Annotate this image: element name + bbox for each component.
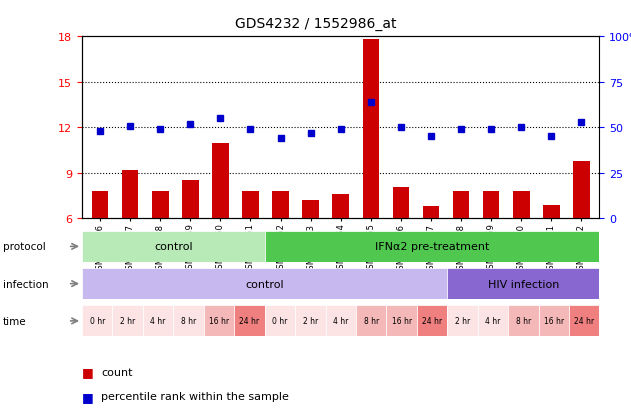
Bar	[392, 187, 409, 219]
Bar	[483, 192, 499, 219]
Text: protocol: protocol	[3, 242, 46, 252]
Text: infection: infection	[3, 279, 49, 289]
Text: 24 hr: 24 hr	[239, 317, 259, 325]
Text: 2 hr: 2 hr	[303, 317, 318, 325]
Text: 2 hr: 2 hr	[120, 317, 135, 325]
Text: 4 hr: 4 hr	[333, 317, 348, 325]
Bar	[234, 306, 264, 337]
Text: 4 hr: 4 hr	[150, 317, 166, 325]
Bar	[302, 201, 319, 219]
Text: control: control	[154, 242, 192, 252]
Bar	[264, 306, 295, 337]
Bar	[543, 205, 560, 219]
Bar	[152, 192, 168, 219]
Text: 8 hr: 8 hr	[363, 317, 379, 325]
Text: percentile rank within the sample: percentile rank within the sample	[101, 392, 289, 401]
Bar	[122, 171, 138, 219]
Text: 24 hr: 24 hr	[422, 317, 442, 325]
Bar	[513, 192, 529, 219]
Text: HIV infection: HIV infection	[488, 279, 559, 289]
Text: GDS4232 / 1552986_at: GDS4232 / 1552986_at	[235, 17, 396, 31]
Bar	[478, 306, 508, 337]
Text: time: time	[3, 316, 27, 326]
Text: 16 hr: 16 hr	[392, 317, 411, 325]
Bar	[363, 40, 379, 219]
Bar	[508, 306, 539, 337]
Bar	[273, 192, 289, 219]
Text: control: control	[245, 279, 284, 289]
Bar	[143, 306, 174, 337]
Text: 8 hr: 8 hr	[516, 317, 531, 325]
Bar	[326, 306, 356, 337]
Bar	[204, 306, 234, 337]
Bar	[112, 306, 143, 337]
Text: IFNα2 pre-treatment: IFNα2 pre-treatment	[375, 242, 489, 252]
Bar	[82, 231, 264, 262]
Bar	[242, 192, 259, 219]
Bar	[174, 306, 204, 337]
Text: 16 hr: 16 hr	[544, 317, 564, 325]
Bar	[82, 306, 112, 337]
Text: 4 hr: 4 hr	[485, 317, 500, 325]
Bar	[295, 306, 326, 337]
Text: count: count	[101, 367, 133, 377]
Text: 2 hr: 2 hr	[455, 317, 470, 325]
Bar	[182, 181, 199, 219]
Text: 8 hr: 8 hr	[181, 317, 196, 325]
Bar	[573, 161, 590, 219]
Bar	[417, 306, 447, 337]
Text: ■: ■	[82, 390, 94, 403]
Text: 0 hr: 0 hr	[90, 317, 105, 325]
Bar	[447, 268, 599, 299]
Text: ■: ■	[82, 365, 94, 378]
Text: 16 hr: 16 hr	[209, 317, 229, 325]
Text: 24 hr: 24 hr	[574, 317, 594, 325]
Bar	[539, 306, 569, 337]
Bar	[91, 192, 109, 219]
Text: 0 hr: 0 hr	[272, 317, 288, 325]
Bar	[569, 306, 599, 337]
Bar	[386, 306, 417, 337]
Bar	[423, 207, 439, 219]
Bar	[447, 306, 478, 337]
Bar	[212, 143, 228, 219]
Bar	[82, 268, 447, 299]
Bar	[264, 231, 599, 262]
Bar	[356, 306, 386, 337]
Bar	[453, 192, 469, 219]
Bar	[333, 195, 349, 219]
